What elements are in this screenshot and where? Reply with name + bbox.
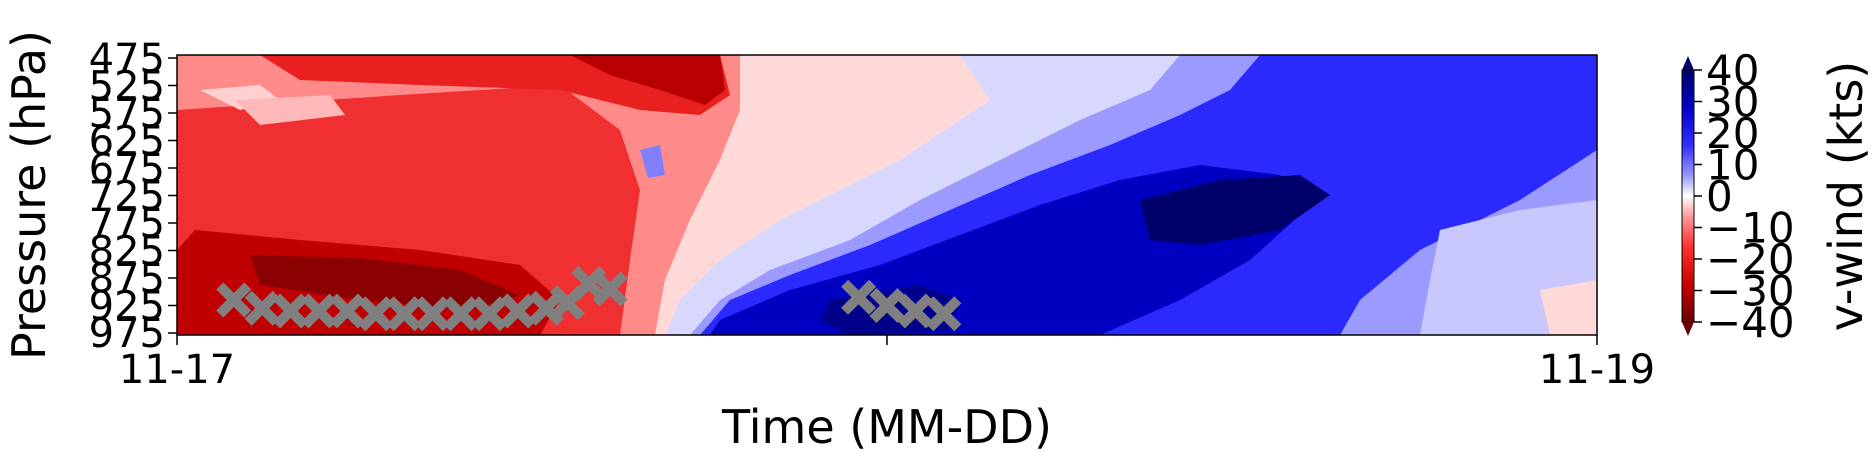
region-transition-light [655, 55, 1000, 335]
region-pale-band [665, 55, 1180, 335]
marker-layer [216, 265, 962, 332]
y-tick-label: 625 [89, 119, 165, 165]
x-marker [926, 296, 962, 332]
region-red-darkest-low [250, 255, 520, 310]
region-red-strong-top [570, 55, 725, 105]
y-tick-label: 675 [89, 146, 165, 192]
x-marker [301, 293, 337, 329]
y-axis-title: Pressure (hPa) [2, 30, 56, 360]
x-marker [358, 296, 394, 332]
colorbar-extend-bottom [1682, 322, 1694, 336]
x-marker [897, 293, 933, 329]
x-marker [592, 271, 628, 307]
y-tick-label: 875 [89, 256, 165, 302]
colorbar-tick-label: 40 [1706, 46, 1759, 95]
x-marker [471, 296, 507, 332]
x-marker [386, 296, 422, 332]
region-light-right-corner [1540, 280, 1597, 335]
colorbar-tick-label: 20 [1706, 109, 1759, 158]
region-blue-darkest [1140, 175, 1330, 245]
x-marker [216, 282, 252, 318]
colorbar-tick-label: −10 [1706, 204, 1795, 253]
x-axis: 11-17 11-19 [119, 335, 1655, 393]
colorbar-tick-label: −30 [1706, 267, 1795, 316]
colorbar-tick-label: 0 [1706, 172, 1733, 221]
x-marker [841, 279, 877, 315]
colorbar-title: v-wind (kts) [1819, 61, 1873, 332]
colorbar-tick-label: 30 [1706, 78, 1759, 127]
x-marker [500, 293, 536, 329]
colorbar-tick-label: 10 [1706, 141, 1759, 190]
x-marker [415, 296, 451, 332]
y-tick-label: 725 [89, 174, 165, 220]
colorbar-extend-top [1682, 56, 1694, 70]
y-tick-label: 575 [89, 91, 165, 137]
x-marker [329, 293, 365, 329]
y-tick-label: 475 [89, 36, 165, 82]
y-tick-label: 975 [89, 311, 165, 357]
y-tick-label: 525 [89, 64, 165, 110]
x-tick-label: 11-17 [119, 347, 235, 393]
colorbar-body [1681, 69, 1695, 323]
region-red-light-patch-2 [235, 95, 345, 125]
x-axis-title: Time (MM-DD) [721, 400, 1052, 454]
y-tick-label: 825 [89, 229, 165, 275]
x-marker [869, 287, 905, 324]
x-marker [244, 290, 280, 326]
x-tick-label: 11-19 [1539, 347, 1655, 393]
x-marker [443, 296, 479, 332]
region-light-blue-patch [640, 145, 665, 178]
contour-field [177, 55, 1597, 335]
colorbar-tick-label: −40 [1706, 298, 1795, 347]
colorbar-tick-label: −20 [1706, 235, 1795, 284]
x-marker [273, 293, 309, 329]
y-tick-label: 775 [89, 201, 165, 247]
y-tick-label: 925 [89, 284, 165, 330]
